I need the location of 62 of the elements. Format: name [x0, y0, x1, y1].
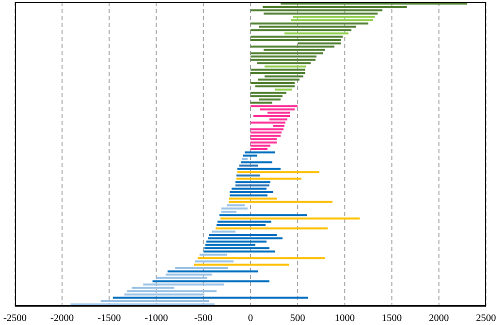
bar [241, 161, 272, 164]
bar [208, 237, 283, 240]
bar [250, 68, 306, 71]
bar [220, 217, 360, 220]
bar [194, 264, 290, 266]
bar [235, 184, 270, 186]
bar [127, 290, 217, 292]
bar [230, 191, 274, 194]
x-tick-label: 1500 [382, 313, 402, 324]
bar [235, 181, 270, 184]
bar [264, 65, 306, 68]
bar [200, 254, 227, 256]
bar [291, 19, 373, 22]
bar [239, 164, 258, 167]
bar [250, 92, 286, 94]
bar [250, 148, 268, 150]
bar [250, 122, 286, 124]
bar [250, 36, 343, 38]
bar [250, 95, 283, 98]
x-tick-label: 0 [248, 313, 253, 324]
bar [237, 168, 281, 170]
x-tick-label: -1000 [144, 313, 168, 324]
bar [250, 141, 277, 144]
x-tick-label: 500 [290, 313, 306, 324]
x-tick-label: 2500 [476, 313, 496, 324]
x-tick-label: -1500 [98, 313, 121, 324]
bar [250, 52, 324, 54]
bar [175, 267, 228, 270]
bar [274, 88, 292, 91]
bar [236, 174, 260, 176]
bar [236, 178, 302, 180]
bar [253, 115, 290, 118]
bar [250, 72, 306, 74]
bar [284, 32, 348, 34]
bar [250, 138, 277, 140]
bar [250, 58, 316, 61]
bar [219, 214, 308, 216]
bar [244, 151, 275, 154]
bar [242, 158, 248, 160]
bar [237, 171, 320, 174]
bar [250, 134, 281, 137]
bar [250, 22, 368, 24]
x-tick-label: 2000 [428, 313, 449, 324]
bar [250, 128, 284, 130]
bar [221, 208, 248, 210]
bar [218, 220, 272, 223]
bar [198, 257, 325, 260]
bar [228, 200, 332, 203]
bar [168, 270, 258, 272]
bar [212, 230, 236, 233]
bar [194, 260, 234, 262]
bar [250, 39, 341, 42]
bar [203, 250, 275, 252]
bar [250, 105, 298, 108]
bar [216, 227, 328, 230]
bar [250, 132, 282, 134]
bar [112, 296, 308, 299]
x-tick-label: 1000 [334, 313, 355, 324]
x-tick-label: -500 [194, 313, 213, 324]
x-tick-label: -2500 [3, 313, 27, 324]
x-tick-label: -2000 [50, 313, 74, 324]
bar [152, 280, 270, 282]
